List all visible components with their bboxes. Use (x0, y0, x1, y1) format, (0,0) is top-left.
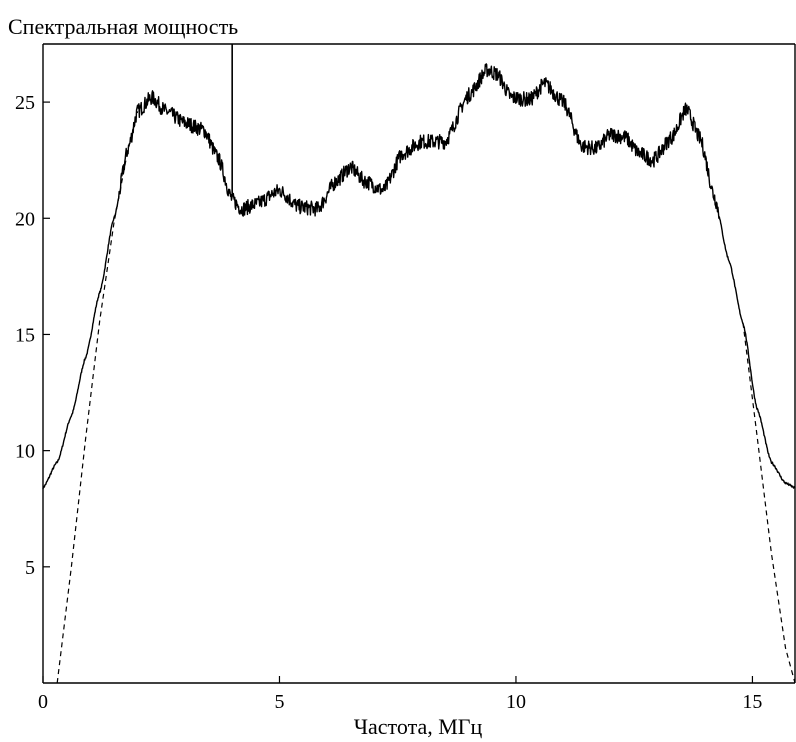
series-group (42, 44, 796, 684)
x-tick-label: 10 (506, 691, 526, 713)
ticks: 0 5 10 15 5 10 15 20 25 (15, 92, 762, 713)
x-tick-label: 0 (38, 691, 48, 713)
y-tick-label: 5 (25, 557, 35, 579)
y-tick-label: 15 (15, 324, 35, 346)
y-tick-label: 25 (15, 92, 35, 114)
spectrum-line (42, 63, 796, 490)
y-axis-title: Спектральная мощность (8, 14, 238, 39)
dashed-envelope-line (56, 111, 796, 684)
x-tick-label: 5 (274, 691, 284, 713)
y-tick-label: 20 (15, 208, 35, 230)
y-tick-label: 10 (15, 441, 35, 463)
x-tick-label: 15 (742, 691, 762, 713)
x-axis-title: Частота, МГц (354, 714, 483, 739)
axes (42, 43, 796, 684)
